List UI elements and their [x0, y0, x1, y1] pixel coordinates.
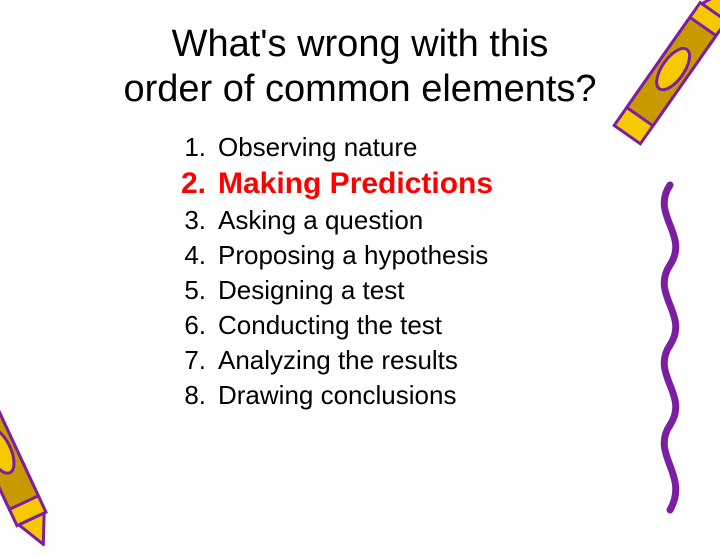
list-item-number: 5.	[170, 275, 218, 306]
list-item-text: Designing a test	[218, 275, 404, 306]
squiggle-icon	[645, 180, 695, 520]
list-item: 7.Analyzing the results	[170, 345, 720, 376]
list-item: 8.Drawing conclusions	[170, 380, 720, 411]
list-item-number: 6.	[170, 310, 218, 341]
list-item-text: Observing nature	[218, 132, 417, 163]
list-item-text: Analyzing the results	[218, 345, 458, 376]
crayon-icon	[0, 364, 66, 556]
ordered-list: 1.Observing nature2.Making Predictions3.…	[170, 132, 720, 411]
list-item-number: 4.	[170, 240, 218, 271]
list-item: 2.Making Predictions	[170, 167, 720, 201]
list-item-text: Making Predictions	[218, 167, 493, 201]
list-item: 3.Asking a question	[170, 205, 720, 236]
list-item-text: Asking a question	[218, 205, 423, 236]
page-title: What's wrong with this order of common e…	[0, 0, 720, 112]
list-item-number: 8.	[170, 380, 218, 411]
list-item: 4.Proposing a hypothesis	[170, 240, 720, 271]
title-line-1: What's wrong with this	[172, 23, 549, 65]
list-item: 6.Conducting the test	[170, 310, 720, 341]
list-item-number: 1.	[170, 132, 218, 163]
list-item-number: 7.	[170, 345, 218, 376]
list-item-number: 2.	[170, 167, 218, 201]
list-item-text: Proposing a hypothesis	[218, 240, 488, 271]
list-item-text: Conducting the test	[218, 310, 442, 341]
title-line-2: order of common elements?	[123, 68, 596, 110]
list-item: 5.Designing a test	[170, 275, 720, 306]
list-item-text: Drawing conclusions	[218, 380, 456, 411]
list-item-number: 3.	[170, 205, 218, 236]
